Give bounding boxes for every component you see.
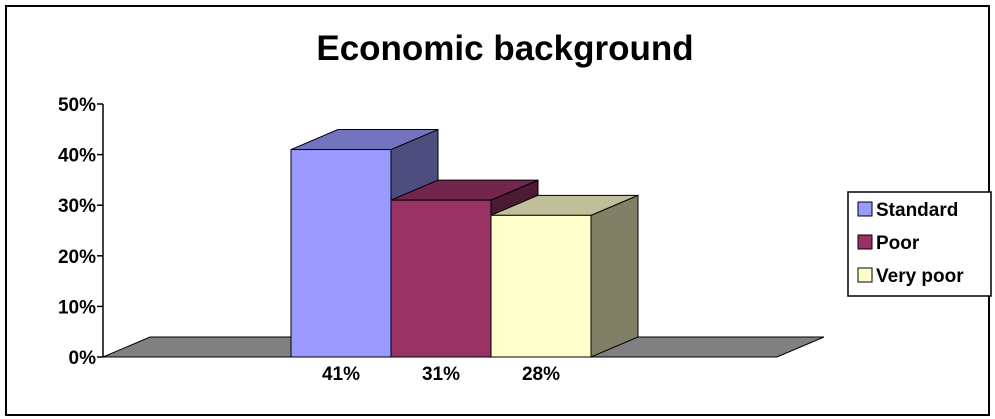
- legend-swatch: [857, 201, 873, 217]
- legend-label: Standard: [876, 200, 958, 221]
- legend-label: Poor: [876, 233, 920, 254]
- y-tick-label: 30%: [58, 196, 96, 217]
- y-tick-label: 50%: [58, 95, 96, 116]
- y-tick-label: 20%: [58, 247, 96, 268]
- bar-front-face: [290, 149, 392, 358]
- y-tick-label: 40%: [58, 146, 96, 167]
- data-label: 28%: [522, 364, 560, 385]
- bar-front-face: [490, 214, 592, 358]
- chart-title: Economic background: [316, 29, 693, 68]
- bar-very-poor: [490, 194, 639, 358]
- data-label: 31%: [422, 364, 460, 385]
- legend-swatch: [857, 267, 873, 283]
- legend: Standard Poor Very poor: [847, 191, 992, 297]
- y-tick-label: 0%: [69, 348, 97, 369]
- y-tick-label: 10%: [58, 297, 96, 318]
- data-labels: 41% 31% 28%: [322, 364, 560, 385]
- y-axis: 0% 10% 20% 30% 40% 50%: [58, 95, 104, 369]
- bar-front-face: [390, 199, 492, 358]
- legend-swatch: [857, 234, 873, 250]
- data-label: 41%: [322, 364, 360, 385]
- bar-side-face: [590, 194, 639, 358]
- legend-label: Very poor: [876, 266, 964, 287]
- bars: [290, 128, 639, 358]
